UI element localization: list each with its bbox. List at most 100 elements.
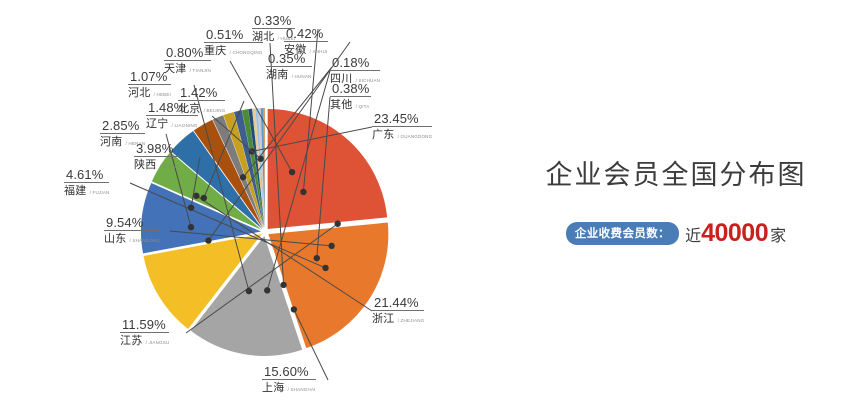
leader-line-beijing xyxy=(203,100,245,199)
pie-label-namebox: 山东 / SHANDONG xyxy=(104,230,161,245)
pie-label-percent: 0.38% xyxy=(332,81,370,96)
pie-label-percent: 4.61% xyxy=(66,167,104,182)
pie-label-namebox: 河南 / HENAN xyxy=(100,133,146,148)
leader-dot-zhejiang xyxy=(193,192,200,199)
leader-line-fujian xyxy=(129,182,326,269)
pie-label-percent: 21.44% xyxy=(374,295,419,310)
pie-label-name: 江苏 xyxy=(120,334,143,347)
pie-label-name: 天津 xyxy=(164,62,187,75)
pie-slice-anhui[interactable] xyxy=(252,108,265,229)
pie-label-percent: 1.48% xyxy=(148,100,186,115)
pie-label-name: 广东 xyxy=(372,128,395,141)
leader-dot-hubei xyxy=(300,188,307,196)
leader-dot-anhui xyxy=(205,237,212,244)
pie-slice-tianjin[interactable] xyxy=(242,109,265,229)
pie-slice-sichuan[interactable] xyxy=(263,108,265,229)
pie-slice-liaoning[interactable] xyxy=(212,115,264,229)
pie-label-name: 北京 xyxy=(178,102,201,115)
pie-label-name: 河南 xyxy=(100,135,123,148)
pie-label-tianjin: 0.80% 天津 / TIANJIN xyxy=(164,46,211,74)
pie-label-pinyin: / FUJIAN xyxy=(89,190,110,195)
pie-label-name: 福建 xyxy=(64,184,87,197)
pie-label-name: 山东 xyxy=(104,232,127,245)
pie-label-pinyin: / GUANGDONG xyxy=(397,134,433,139)
leader-dot-shanghai xyxy=(290,306,298,313)
pie-label-shanxi: 3.98% 陕西 / SHANXI xyxy=(134,141,181,170)
pie-label-percent: 11.59% xyxy=(122,317,166,332)
pie-slice-henan[interactable] xyxy=(193,119,263,229)
leader-line-zhejiang xyxy=(196,195,373,312)
pie-chart-area: 23.45% 广东 / GUANGDONG 21.44% 浙江 / ZHEJIANG 15.… xyxy=(64,13,433,393)
unit-word: 家 xyxy=(770,225,787,245)
pie-label-zhejiang: 21.44% 浙江 / ZHEJIANG xyxy=(372,295,425,325)
pie-label-name: 浙江 xyxy=(372,312,395,325)
pie-label-pinyin: / BEIJING xyxy=(203,108,226,113)
pie-label-pinyin: / CHONGQING xyxy=(229,50,263,55)
leader-dot-shanxi xyxy=(187,204,195,211)
pie-label-name: 重庆 xyxy=(204,44,227,57)
leader-dot-chongqing xyxy=(280,281,287,289)
leader-line-shanghai xyxy=(293,309,329,381)
pie-label-name: 四川 xyxy=(330,72,353,85)
approx-word: 近 xyxy=(685,225,702,245)
pie-slice-hubei[interactable] xyxy=(258,108,265,229)
pie-label-percent: 1.42% xyxy=(180,85,218,100)
pie-slice-qita[interactable] xyxy=(260,108,265,229)
pie-label-shandong: 9.54% 山东 / SHANDONG xyxy=(104,215,161,245)
leader-line-shanxi xyxy=(190,156,201,208)
pie-slice-shanxi[interactable] xyxy=(170,131,263,230)
leader-line-hunan xyxy=(242,66,333,178)
pie-label-hubei: 0.33% 湖北 / HUBEI xyxy=(252,13,296,43)
pie-label-pinyin: / HEBEI xyxy=(153,92,172,97)
pie-label-pinyin: / HUBEI xyxy=(277,36,296,41)
pie-label-pinyin: / ZHEJIANG xyxy=(397,318,425,323)
pie-label-percent: 9.54% xyxy=(106,215,144,230)
pie-label-name: 安徽 xyxy=(284,43,307,56)
pie-label-namebox: 福建 / FUJIAN xyxy=(64,182,110,197)
pie-label-name: 湖北 xyxy=(252,30,275,43)
pie-label-namebox: 湖北 / HUBEI xyxy=(252,28,296,43)
leader-line-jiangsu xyxy=(185,223,338,334)
member-count-line: 企业收费会员数： 近40000 家 xyxy=(520,219,832,248)
pie-label-anhui: 0.42% 安徽 / ANHUI xyxy=(284,27,328,55)
leader-dot-shandong xyxy=(328,242,335,250)
leader-line-anhui xyxy=(208,41,351,241)
pie-slice-guangdong[interactable] xyxy=(267,109,388,230)
pie-label-jiangsu: 11.59% 江苏 / JIANGSU xyxy=(120,317,170,347)
pie-label-namebox: 浙江 / ZHEJIANG xyxy=(372,310,425,325)
pie-slice-chongqing[interactable] xyxy=(248,108,265,229)
leader-dot-beijing xyxy=(200,194,208,202)
pie-label-henan: 2.85% 河南 / HENAN xyxy=(100,118,146,148)
pie-label-percent: 0.80% xyxy=(166,45,204,60)
pie-label-percent: 23.45% xyxy=(374,111,419,126)
pie-label-namebox: 北京 / BEIJING xyxy=(178,100,226,115)
leader-line-shandong xyxy=(169,230,332,247)
pie-label-fujian: 4.61% 福建 / FUJIAN xyxy=(64,167,110,197)
member-count-value: 40000 xyxy=(701,219,769,247)
pie-slice-beijing[interactable] xyxy=(223,112,264,229)
pie-label-namebox: 重庆 / CHONGQING xyxy=(204,42,263,56)
pie-label-pinyin: / JIANGSU xyxy=(145,340,170,345)
leader-dot-hebei xyxy=(245,287,253,295)
pie-label-pinyin: / ANHUI xyxy=(309,49,328,54)
pie-label-pinyin: / SHANXI xyxy=(159,164,181,169)
pie-label-percent: 3.98% xyxy=(136,141,174,156)
pie-label-sichuan: 0.18% 四川 / SICHUAN xyxy=(330,56,381,85)
pie-label-pinyin: / HUNAN xyxy=(291,74,312,79)
pie-label-percent: 2.85% xyxy=(102,118,140,133)
pie-label-percent: 0.51% xyxy=(206,27,244,42)
pie-slice-zhejiang[interactable] xyxy=(268,222,389,349)
pie-label-pinyin: / QITA xyxy=(355,104,370,109)
pie-slice-shanghai[interactable] xyxy=(190,235,303,356)
pie-label-shanghai: 15.60% 上海 / SHANGHAI xyxy=(262,365,316,393)
pie-slice-jiangsu[interactable] xyxy=(143,234,262,329)
page-title: 企业会员全国分布图 xyxy=(545,160,807,191)
pie-chart-svg xyxy=(129,28,389,381)
pie-label-percent: 0.33% xyxy=(254,13,292,28)
pie-label-namebox: 广东 / GUANGDONG xyxy=(372,126,433,141)
pie-label-name: 河北 xyxy=(128,86,151,99)
pie-label-chongqing: 0.51% 重庆 / CHONGQING xyxy=(204,28,263,56)
leader-dot-henan xyxy=(187,223,195,231)
pie-label-name: 其他 xyxy=(330,98,353,111)
pie-label-namebox: 江苏 / JIANGSU xyxy=(120,332,170,347)
